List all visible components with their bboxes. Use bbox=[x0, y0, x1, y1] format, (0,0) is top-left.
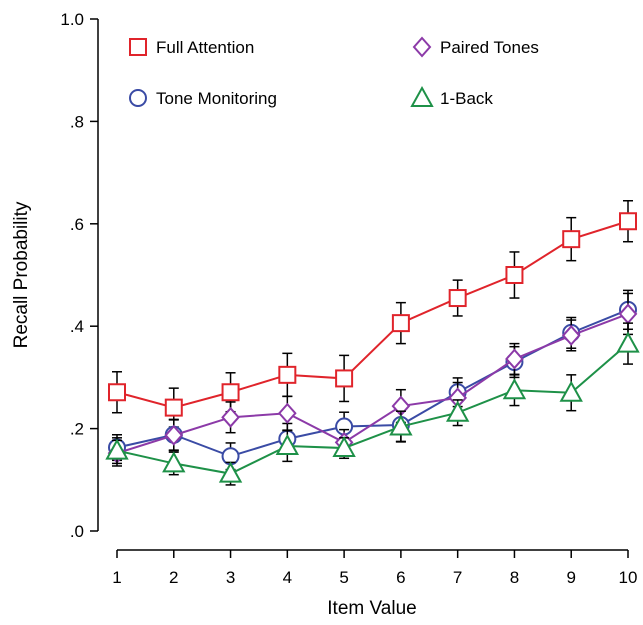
x-tick-label: 5 bbox=[339, 568, 348, 587]
y-tick-label: .8 bbox=[70, 112, 84, 131]
data-point-paired-tones bbox=[221, 406, 240, 428]
data-point-1-back bbox=[332, 435, 356, 458]
x-tick-label: 4 bbox=[283, 568, 292, 587]
data-point-full-attention bbox=[391, 314, 410, 333]
y-tick-label: .0 bbox=[70, 522, 84, 541]
data-point-1-back bbox=[502, 378, 527, 400]
legend-marker-tone-monitoring bbox=[129, 89, 147, 107]
x-tick-label: 8 bbox=[510, 568, 519, 587]
data-point-full-attention bbox=[108, 383, 126, 402]
legend-marker-paired-tones bbox=[412, 36, 432, 58]
series-line-tone-monitoring bbox=[116, 308, 629, 458]
data-point-1-back bbox=[105, 438, 129, 460]
data-point-1-back bbox=[445, 400, 470, 422]
data-point-1-back bbox=[218, 461, 243, 483]
legend: Full Attention Tone Monitoring Paired Tone… bbox=[129, 36, 539, 108]
legend-item-full-attention: Full Attention bbox=[129, 38, 254, 57]
data-point-paired-tones bbox=[561, 324, 581, 346]
data-point-paired-tones bbox=[164, 424, 184, 446]
data-point-full-attention bbox=[505, 266, 524, 284]
axes: .0 .2 .4 .6 .8 1.0 1 2 3 4 5 6 7 8 9 10 bbox=[60, 10, 637, 587]
data-point-1-back bbox=[616, 331, 640, 353]
series-tone-monitoring bbox=[108, 289, 637, 471]
x-axis-title: Item Value bbox=[327, 598, 416, 619]
data-point-full-attention bbox=[164, 398, 183, 417]
y-tick-label: .4 bbox=[70, 317, 84, 336]
y-tick-label: .2 bbox=[70, 420, 84, 439]
x-tick-label: 9 bbox=[566, 568, 575, 587]
data-point-1-back bbox=[275, 433, 300, 456]
x-tick-label: 2 bbox=[169, 568, 178, 587]
y-tick-label: 1.0 bbox=[60, 10, 84, 29]
data-point-full-attention bbox=[335, 369, 354, 388]
x-tick-label: 10 bbox=[619, 568, 638, 587]
data-point-1-back bbox=[389, 414, 413, 436]
data-point-full-attention bbox=[619, 212, 637, 231]
series-line-1-back bbox=[116, 342, 629, 475]
y-tick-label: .6 bbox=[70, 215, 84, 234]
x-tick-label: 6 bbox=[396, 568, 405, 587]
data-point-1-back bbox=[162, 451, 186, 473]
x-tick-label: 7 bbox=[453, 568, 462, 587]
x-tick-label: 1 bbox=[112, 568, 121, 587]
data-point-full-attention bbox=[278, 365, 297, 384]
series-line-paired-tones bbox=[116, 312, 629, 455]
series-layer bbox=[105, 200, 640, 486]
legend-label: Tone Monitoring bbox=[156, 89, 277, 108]
legend-label: Full Attention bbox=[156, 38, 254, 57]
data-point-1-back bbox=[559, 380, 583, 402]
legend-item-paired-tones: Paired Tones bbox=[412, 36, 539, 58]
data-point-full-attention bbox=[221, 383, 240, 402]
series-line-full-attention bbox=[116, 220, 629, 409]
x-tick-label: 3 bbox=[226, 568, 235, 587]
data-point-full-attention bbox=[562, 230, 581, 249]
legend-marker-1-back bbox=[410, 85, 434, 107]
data-point-full-attention bbox=[448, 289, 467, 308]
y-axis-title: Recall Probability bbox=[11, 201, 32, 348]
legend-marker-full-attention bbox=[129, 38, 147, 56]
data-point-paired-tones bbox=[505, 348, 524, 370]
legend-label: Paired Tones bbox=[440, 38, 539, 57]
legend-item-tone-monitoring: Tone Monitoring bbox=[129, 89, 277, 108]
series-full-attention bbox=[108, 200, 637, 428]
legend-item-1-back: 1-Back bbox=[410, 85, 493, 108]
series-1-back bbox=[105, 322, 640, 486]
data-point-paired-tones bbox=[277, 402, 297, 424]
legend-label: 1-Back bbox=[440, 89, 493, 108]
